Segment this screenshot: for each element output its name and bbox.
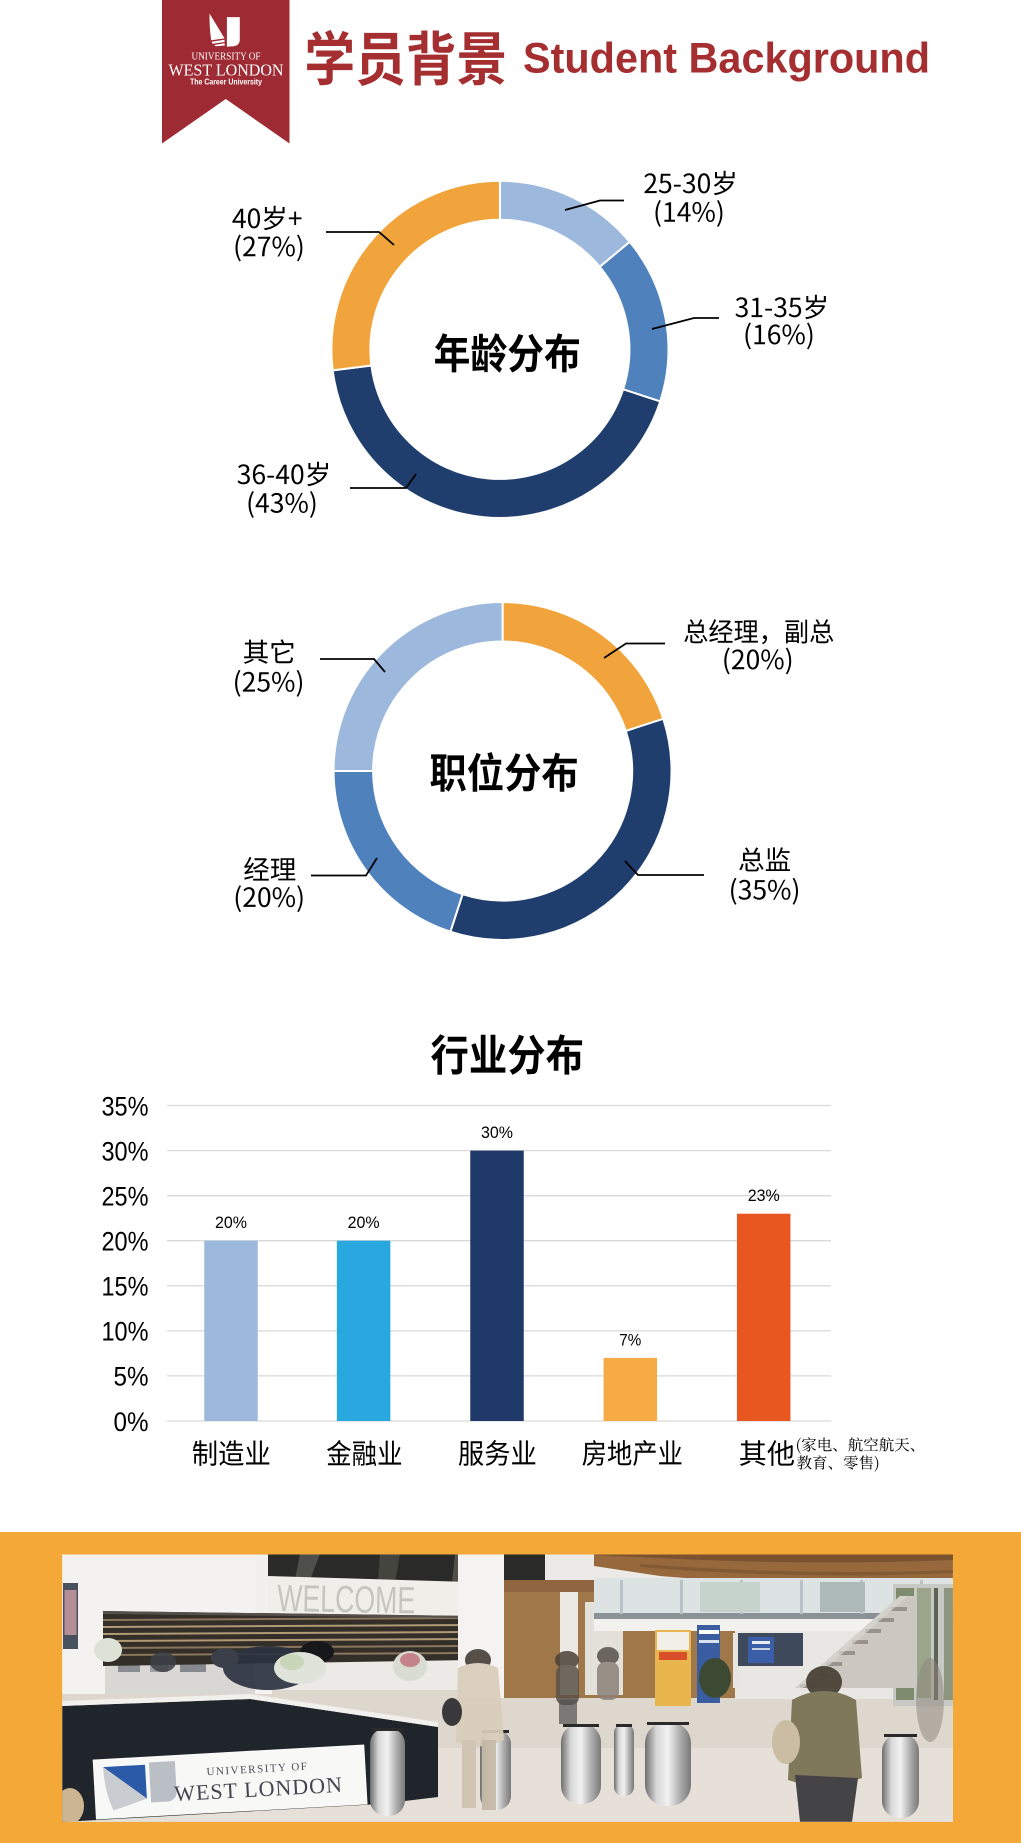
svg-text:0%: 0% [114,1407,149,1437]
svg-text:UNIVERSITY OF: UNIVERSITY OF [192,52,261,63]
svg-text:30%: 30% [102,1136,149,1166]
svg-text:20%: 20% [348,1213,380,1232]
svg-text:25%: 25% [102,1182,149,1212]
svg-text:7%: 7% [619,1330,641,1349]
svg-text:35%: 35% [102,1091,149,1121]
svg-text:20%: 20% [215,1213,247,1232]
svg-text:23%: 23% [748,1186,780,1205]
svg-text:Student Background: Student Background [523,35,930,83]
svg-text:UNIVERSITY OF: UNIVERSITY OF [206,1761,308,1779]
svg-text:30%: 30% [481,1123,513,1142]
svg-text:10%: 10% [102,1317,149,1347]
svg-text:WEST LONDON: WEST LONDON [169,61,284,80]
svg-text:20%: 20% [102,1227,149,1257]
svg-text:15%: 15% [102,1272,149,1302]
svg-text:The Career University: The Career University [190,78,262,87]
svg-text:5%: 5% [114,1362,149,1392]
